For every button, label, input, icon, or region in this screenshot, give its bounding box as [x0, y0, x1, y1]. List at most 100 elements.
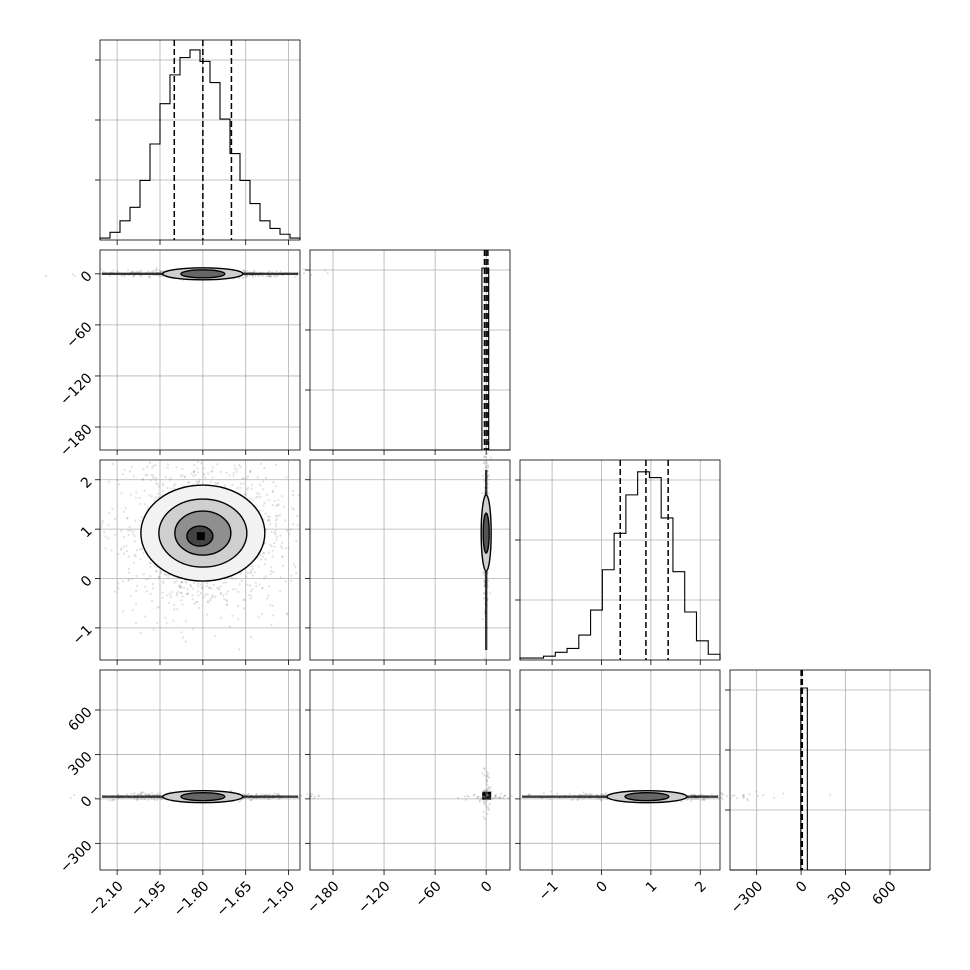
sample-point	[255, 793, 258, 796]
sample-point	[120, 275, 123, 277]
histogram-panel	[95, 39, 301, 245]
sample-point	[178, 585, 182, 589]
sample-point	[166, 574, 169, 577]
sample-point	[485, 456, 488, 459]
sample-point	[604, 793, 607, 796]
sample-point	[120, 548, 123, 552]
sample-point	[156, 483, 159, 486]
sample-point	[172, 619, 175, 622]
sample-point	[219, 585, 222, 588]
sample-point	[262, 488, 265, 491]
sample-point	[214, 595, 217, 598]
sample-point	[234, 577, 237, 581]
sample-point	[229, 790, 232, 792]
sample-point	[212, 583, 215, 587]
sample-point	[263, 563, 267, 566]
sample-point	[163, 573, 167, 576]
sample-point	[247, 486, 250, 489]
sample-point	[250, 568, 253, 572]
sample-point	[231, 483, 234, 486]
sample-point	[692, 793, 694, 796]
sample-point	[606, 798, 608, 801]
sample-point	[268, 515, 271, 519]
sample-point	[151, 475, 155, 478]
sample-point	[257, 616, 260, 619]
sample-point	[216, 463, 219, 466]
sample-point	[482, 795, 485, 798]
sample-point	[167, 577, 170, 580]
sample-point	[484, 789, 487, 792]
sample-point	[114, 533, 117, 536]
sample-point	[281, 547, 284, 550]
sample-point	[130, 577, 134, 581]
sample-point	[144, 793, 147, 796]
sample-point	[179, 586, 182, 589]
sample-point	[237, 590, 240, 594]
sample-point	[133, 797, 136, 800]
sample-point	[481, 772, 484, 775]
sample-point	[285, 547, 288, 550]
sample-point	[274, 525, 277, 528]
sample-point	[288, 533, 291, 536]
sample-point	[264, 512, 267, 515]
sample-point	[486, 779, 489, 782]
sample-point	[111, 462, 114, 466]
sample-point	[257, 275, 260, 278]
sample-point	[578, 793, 580, 796]
sample-point	[313, 795, 316, 798]
sample-point	[484, 466, 487, 468]
sample-point	[485, 776, 488, 779]
sample-point	[483, 460, 486, 463]
sample-point	[286, 529, 289, 532]
sample-point	[485, 456, 487, 459]
sample-point	[250, 594, 253, 597]
sample-point	[149, 592, 152, 595]
sample-point	[495, 796, 498, 799]
density-peak	[482, 791, 492, 800]
panel-frame	[309, 459, 511, 661]
sample-point	[478, 800, 481, 803]
sample-point	[277, 792, 280, 795]
sample-point	[696, 797, 699, 800]
sample-point	[151, 582, 154, 586]
sample-point	[231, 587, 234, 591]
sample-point	[117, 582, 120, 585]
sample-point	[289, 528, 292, 531]
sample-point	[135, 590, 138, 593]
sample-point	[483, 803, 486, 806]
sample-point	[123, 275, 126, 278]
sample-point	[168, 478, 171, 481]
sample-point	[135, 574, 138, 578]
sample-point	[157, 605, 160, 608]
sample-point	[254, 581, 257, 585]
sample-point	[490, 790, 493, 793]
sample-point	[260, 793, 263, 796]
sample-point	[243, 607, 246, 610]
sample-point	[231, 577, 234, 580]
sample-point	[481, 474, 484, 477]
sample-point	[192, 475, 195, 478]
sample-point	[729, 796, 732, 799]
sample-point	[476, 796, 478, 799]
sample-point	[154, 464, 157, 467]
sample-point	[228, 625, 231, 628]
y-tick-label: 0	[78, 793, 96, 811]
sample-point	[693, 798, 696, 801]
sample-point	[155, 268, 158, 271]
sample-point	[487, 795, 490, 797]
sample-point	[102, 271, 104, 273]
sample-point	[690, 798, 693, 800]
sample-point	[268, 585, 271, 588]
y-tick-label: −180	[57, 421, 96, 460]
sample-point	[211, 476, 214, 479]
sample-point	[120, 547, 123, 550]
sample-point	[191, 594, 194, 597]
sample-point	[259, 462, 262, 465]
sample-point	[274, 533, 277, 536]
sample-point	[463, 795, 466, 798]
sample-point	[481, 791, 484, 794]
sample-point	[149, 561, 152, 565]
sample-point	[135, 270, 138, 273]
y-tick-label: 0	[78, 573, 96, 591]
sample-point	[483, 479, 486, 482]
